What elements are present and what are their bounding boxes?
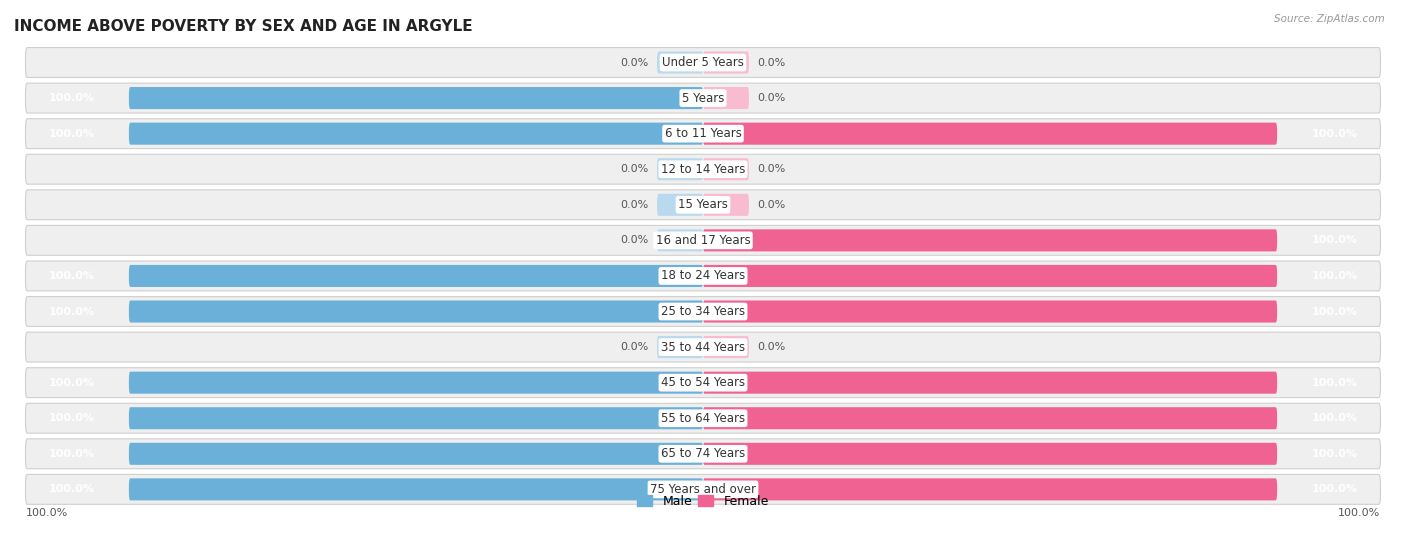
- FancyBboxPatch shape: [703, 194, 749, 216]
- FancyBboxPatch shape: [25, 225, 1381, 255]
- Text: 0.0%: 0.0%: [620, 342, 648, 352]
- FancyBboxPatch shape: [657, 229, 703, 252]
- FancyBboxPatch shape: [129, 122, 703, 145]
- Text: 0.0%: 0.0%: [620, 164, 648, 174]
- FancyBboxPatch shape: [703, 301, 1277, 323]
- Text: 100.0%: 100.0%: [48, 93, 94, 103]
- Text: 25 to 34 Years: 25 to 34 Years: [661, 305, 745, 318]
- Text: 100.0%: 100.0%: [48, 378, 94, 387]
- Text: 65 to 74 Years: 65 to 74 Years: [661, 447, 745, 460]
- Text: 100.0%: 100.0%: [48, 413, 94, 423]
- FancyBboxPatch shape: [25, 119, 1381, 149]
- Text: 0.0%: 0.0%: [758, 93, 786, 103]
- Text: 100.0%: 100.0%: [48, 271, 94, 281]
- FancyBboxPatch shape: [703, 336, 749, 358]
- FancyBboxPatch shape: [657, 336, 703, 358]
- FancyBboxPatch shape: [25, 403, 1381, 433]
- Text: 100.0%: 100.0%: [1312, 485, 1358, 494]
- Text: 0.0%: 0.0%: [758, 342, 786, 352]
- FancyBboxPatch shape: [703, 479, 1277, 500]
- FancyBboxPatch shape: [703, 122, 1277, 145]
- Legend: Male, Female: Male, Female: [633, 490, 773, 513]
- Text: 100.0%: 100.0%: [1312, 449, 1358, 459]
- Text: 100.0%: 100.0%: [1312, 413, 1358, 423]
- Text: 100.0%: 100.0%: [25, 508, 67, 518]
- Text: 0.0%: 0.0%: [758, 58, 786, 68]
- Text: 100.0%: 100.0%: [48, 306, 94, 316]
- Text: 18 to 24 Years: 18 to 24 Years: [661, 269, 745, 282]
- FancyBboxPatch shape: [129, 87, 703, 109]
- Text: 0.0%: 0.0%: [758, 164, 786, 174]
- FancyBboxPatch shape: [703, 407, 1277, 429]
- Text: 100.0%: 100.0%: [48, 129, 94, 139]
- FancyBboxPatch shape: [25, 261, 1381, 291]
- Text: 35 to 44 Years: 35 to 44 Years: [661, 340, 745, 354]
- FancyBboxPatch shape: [25, 332, 1381, 362]
- Text: 6 to 11 Years: 6 to 11 Years: [665, 127, 741, 140]
- Text: INCOME ABOVE POVERTY BY SEX AND AGE IN ARGYLE: INCOME ABOVE POVERTY BY SEX AND AGE IN A…: [14, 19, 472, 34]
- Text: Source: ZipAtlas.com: Source: ZipAtlas.com: [1274, 14, 1385, 24]
- FancyBboxPatch shape: [129, 407, 703, 429]
- FancyBboxPatch shape: [129, 372, 703, 394]
- Text: 0.0%: 0.0%: [620, 58, 648, 68]
- Text: 100.0%: 100.0%: [1339, 508, 1381, 518]
- FancyBboxPatch shape: [703, 87, 749, 109]
- FancyBboxPatch shape: [129, 443, 703, 465]
- Text: 100.0%: 100.0%: [1312, 129, 1358, 139]
- FancyBboxPatch shape: [657, 51, 703, 74]
- Text: 0.0%: 0.0%: [620, 200, 648, 210]
- FancyBboxPatch shape: [25, 475, 1381, 504]
- FancyBboxPatch shape: [25, 439, 1381, 469]
- Text: 45 to 54 Years: 45 to 54 Years: [661, 376, 745, 389]
- FancyBboxPatch shape: [703, 51, 749, 74]
- FancyBboxPatch shape: [703, 372, 1277, 394]
- FancyBboxPatch shape: [129, 301, 703, 323]
- Text: 0.0%: 0.0%: [758, 200, 786, 210]
- FancyBboxPatch shape: [703, 443, 1277, 465]
- FancyBboxPatch shape: [25, 154, 1381, 184]
- FancyBboxPatch shape: [657, 194, 703, 216]
- FancyBboxPatch shape: [25, 368, 1381, 397]
- Text: 0.0%: 0.0%: [620, 235, 648, 245]
- Text: 100.0%: 100.0%: [1312, 378, 1358, 387]
- Text: 55 to 64 Years: 55 to 64 Years: [661, 412, 745, 425]
- FancyBboxPatch shape: [703, 229, 1277, 252]
- FancyBboxPatch shape: [25, 297, 1381, 326]
- FancyBboxPatch shape: [129, 479, 703, 500]
- Text: 15 Years: 15 Years: [678, 198, 728, 211]
- Text: 5 Years: 5 Years: [682, 92, 724, 105]
- FancyBboxPatch shape: [703, 158, 749, 180]
- Text: 100.0%: 100.0%: [1312, 306, 1358, 316]
- Text: 100.0%: 100.0%: [1312, 271, 1358, 281]
- FancyBboxPatch shape: [657, 158, 703, 180]
- FancyBboxPatch shape: [129, 265, 703, 287]
- FancyBboxPatch shape: [25, 83, 1381, 113]
- Text: 75 Years and over: 75 Years and over: [650, 483, 756, 496]
- Text: 100.0%: 100.0%: [1312, 235, 1358, 245]
- Text: 12 to 14 Years: 12 to 14 Years: [661, 163, 745, 176]
- Text: Under 5 Years: Under 5 Years: [662, 56, 744, 69]
- Text: 100.0%: 100.0%: [48, 449, 94, 459]
- Text: 16 and 17 Years: 16 and 17 Years: [655, 234, 751, 247]
- FancyBboxPatch shape: [703, 265, 1277, 287]
- FancyBboxPatch shape: [25, 48, 1381, 78]
- Text: 100.0%: 100.0%: [48, 485, 94, 494]
- FancyBboxPatch shape: [25, 190, 1381, 220]
